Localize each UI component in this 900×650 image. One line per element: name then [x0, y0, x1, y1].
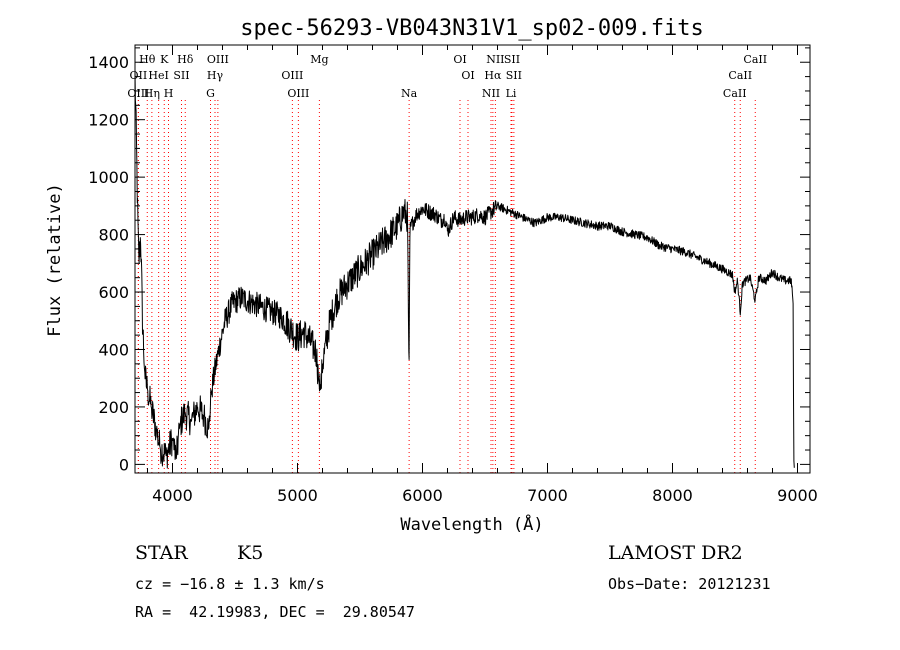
absorption-line-label: SII — [506, 69, 522, 82]
spectrum-line — [134, 71, 795, 469]
y-tick-label: 400 — [98, 340, 129, 359]
absorption-line-label: K — [160, 53, 169, 66]
chart-title: spec-56293-VB043N31V1_sp02-009.fits — [240, 16, 704, 41]
x-tick-label: 7000 — [527, 486, 568, 505]
x-tick-label: 4000 — [152, 486, 193, 505]
absorption-line-label: CaII — [728, 69, 752, 82]
obs-date: Obs−Date: 20121231 — [608, 575, 771, 593]
y-tick-label: 1200 — [88, 111, 129, 130]
absorption-line-label: OII — [130, 69, 148, 82]
absorption-line-label: OIII — [287, 87, 309, 100]
absorption-line-label: OI — [461, 69, 474, 82]
absorption-line-label: Hγ — [207, 69, 224, 82]
y-tick-label: 800 — [98, 226, 129, 245]
y-tick-label: 200 — [98, 398, 129, 417]
absorption-line-label: Hα — [484, 69, 502, 82]
absorption-line-label: NII — [482, 87, 500, 100]
absorption-line-label: SII — [173, 69, 189, 82]
absorption-line-label: Hδ — [177, 53, 194, 66]
x-tick-label: 8000 — [652, 486, 693, 505]
object-class: STAR — [135, 542, 188, 564]
absorption-line-label: SII — [504, 53, 520, 66]
absorption-line-label: Hθ — [139, 53, 156, 66]
y-tick-label: 1400 — [88, 53, 129, 72]
axis-ticks: 4000 5000 6000 7000 8000 9000 0 200 400 600 800 100… — [88, 45, 818, 505]
x-tick-label: 6000 — [402, 486, 443, 505]
redshift-info: cz = −16.8 ± 1.3 km/s — [135, 575, 325, 593]
absorption-line-label: CaII — [743, 53, 767, 66]
absorption-line-label: G — [206, 87, 215, 100]
absorption-line-label: Hη — [144, 87, 160, 100]
object-subclass: K5 — [237, 542, 264, 564]
absorption-line-label: OIII — [127, 87, 149, 100]
x-tick-label: 5000 — [277, 486, 318, 505]
coordinates: RA = 42.19983, DEC = 29.80547 — [135, 603, 415, 621]
absorption-line-label: CaII — [723, 87, 747, 100]
absorption-line-label: HeI — [148, 69, 168, 82]
y-tick-label: 600 — [98, 283, 129, 302]
y-tick-label: 0 — [119, 455, 129, 474]
absorption-line-label: Mg — [310, 53, 328, 66]
spectrum-series — [134, 71, 795, 469]
absorption-line-label: NII — [486, 53, 504, 66]
absorption-line-label: H — [164, 87, 174, 100]
absorption-line-label: OIII — [281, 69, 303, 82]
plot-frame — [134, 44, 811, 474]
y-tick-label: 1000 — [88, 168, 129, 187]
y-axis-label: Flux (relative) — [45, 183, 65, 337]
survey-name: LAMOST DR2 — [608, 542, 743, 564]
x-axis-label: Wavelength (Å) — [400, 513, 543, 535]
absorption-line-label: OIII — [207, 53, 229, 66]
absorption-line-markers — [137, 100, 756, 473]
absorption-line-label: Li — [506, 87, 517, 100]
absorption-line-label: Na — [401, 87, 418, 100]
x-tick-label: 9000 — [777, 486, 818, 505]
absorption-line-label: OI — [453, 53, 466, 66]
